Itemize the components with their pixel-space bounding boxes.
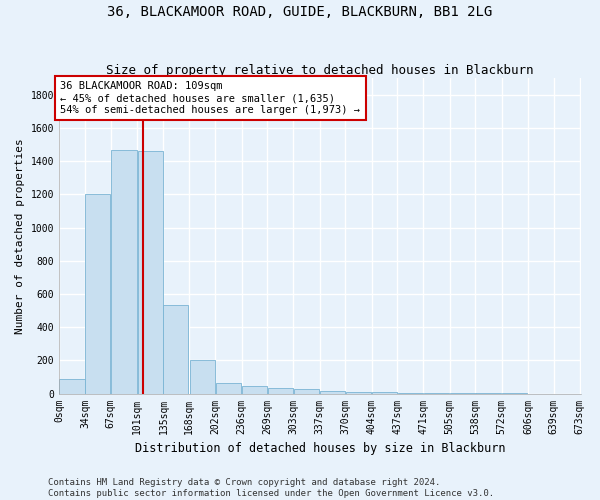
Bar [268, 388, 293, 394]
Bar [320, 391, 346, 394]
X-axis label: Distribution of detached houses by size in Blackburn: Distribution of detached houses by size … [135, 442, 505, 455]
Text: Contains HM Land Registry data © Crown copyright and database right 2024.
Contai: Contains HM Land Registry data © Crown c… [48, 478, 494, 498]
Bar [137, 151, 163, 394]
Bar [85, 194, 110, 394]
Bar [242, 386, 268, 394]
Bar [216, 383, 241, 394]
Bar [190, 360, 215, 394]
Title: Size of property relative to detached houses in Blackburn: Size of property relative to detached ho… [106, 64, 534, 77]
Text: 36, BLACKAMOOR ROAD, GUIDE, BLACKBURN, BB1 2LG: 36, BLACKAMOOR ROAD, GUIDE, BLACKBURN, B… [107, 5, 493, 19]
Text: 36 BLACKAMOOR ROAD: 109sqm
← 45% of detached houses are smaller (1,635)
54% of s: 36 BLACKAMOOR ROAD: 109sqm ← 45% of deta… [61, 82, 361, 114]
Bar [163, 304, 188, 394]
Bar [294, 389, 319, 394]
Bar [346, 392, 371, 394]
Bar [398, 392, 423, 394]
Bar [59, 378, 85, 394]
Bar [424, 393, 449, 394]
Y-axis label: Number of detached properties: Number of detached properties [15, 138, 25, 334]
Bar [372, 392, 397, 394]
Bar [112, 150, 137, 394]
